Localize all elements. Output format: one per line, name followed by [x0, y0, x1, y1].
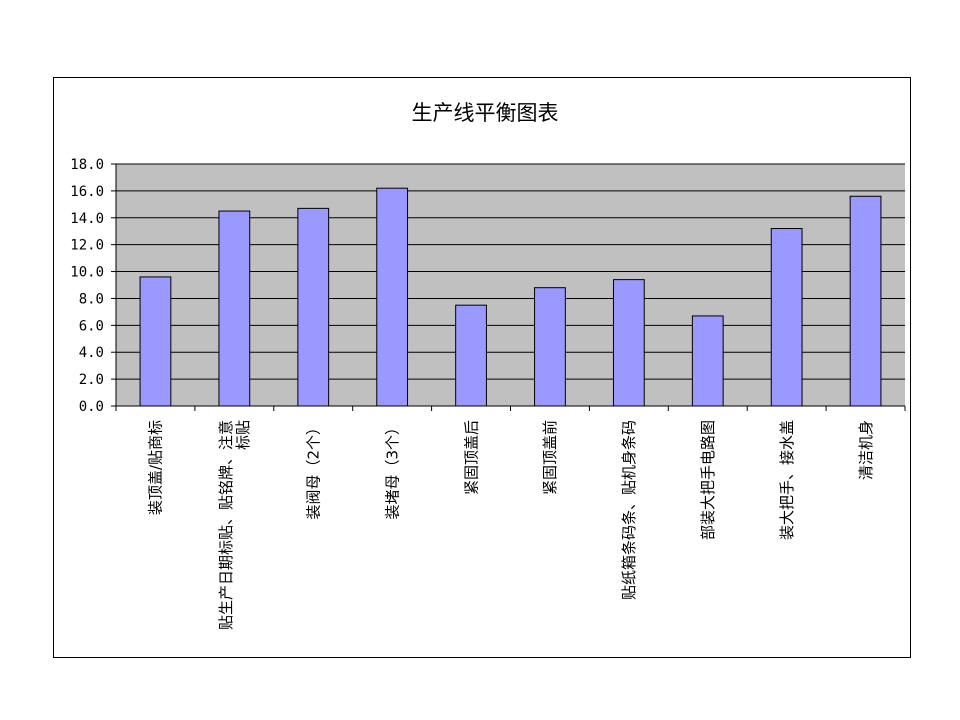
- y-tick-label: 14.0: [70, 211, 104, 227]
- y-tick-label: 10.0: [70, 265, 104, 281]
- x-tick-label: 紧固顶盖前: [541, 420, 559, 495]
- x-tick-label: 贴生产日期标贴、贴铭牌、注意: [217, 420, 235, 630]
- y-tick-label: 4.0: [79, 345, 104, 361]
- bar: [376, 187, 409, 407]
- bar: [849, 195, 882, 407]
- x-tick-label: 紧固顶盖后: [462, 420, 480, 495]
- x-tick-label: 装顶盖/贴商标: [147, 420, 165, 515]
- bar: [218, 210, 251, 407]
- bar: [455, 304, 487, 407]
- x-tick-label: 标贴: [234, 420, 252, 450]
- bar: [770, 228, 803, 407]
- chart-frame: 生产线平衡图表 0.0 2.0 4.0 6.0 8.0 10.0 12.0 14.0 16.0 1…: [53, 77, 911, 658]
- x-tick-label: 装阀母（2个）: [305, 420, 323, 520]
- bar: [297, 207, 330, 407]
- x-tick-label: 清洁机身: [857, 420, 875, 480]
- y-tick-label: 8.0: [79, 291, 104, 307]
- x-tick-label: 部装大把手电路图: [699, 420, 717, 540]
- y-tick-label: 0.0: [79, 399, 104, 415]
- y-tick-label: 12.0: [70, 238, 104, 254]
- x-tick-label: 装大把手、接水盖: [778, 420, 796, 540]
- chart-title: 生产线平衡图表: [412, 101, 559, 125]
- bar: [691, 315, 724, 407]
- x-tick-label: 装堵母（3个）: [383, 420, 401, 520]
- y-tick-label: 18.0: [70, 157, 104, 173]
- x-tick-label: 贴纸箱条码条、贴机身条码: [620, 420, 638, 600]
- bar: [139, 276, 172, 407]
- bar: [612, 279, 645, 407]
- y-tick-label: 6.0: [79, 318, 104, 334]
- y-tick-label: 16.0: [70, 184, 104, 200]
- y-tick-label: 2.0: [79, 372, 104, 388]
- bar: [534, 287, 566, 407]
- chart-canvas: 生产线平衡图表 0.0 2.0 4.0 6.0 8.0 10.0 12.0 14.0 16.0 1…: [70, 101, 906, 630]
